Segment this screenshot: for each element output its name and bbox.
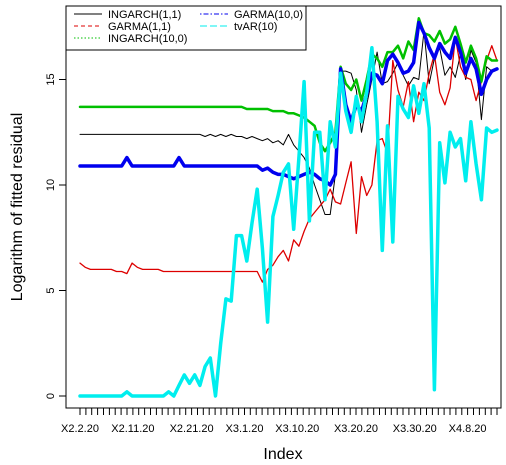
legend-box	[65, 5, 307, 51]
x-tick-label: X2.11.20	[111, 423, 154, 435]
x-axis: X2.2.20 X2.11.20 X2.21.20 X3.1.20 X3.10.20 X3…	[61, 408, 498, 435]
x-axis-title: Index	[263, 446, 302, 463]
x-tick-label: X4.8.20	[449, 423, 487, 435]
legend-label: GARMA(10,0)	[234, 9, 303, 21]
legend: INGARCH(1,1)GARMA(1,1)INGARCH(10,0) GARMA…	[65, 5, 307, 51]
series-layer	[78, 17, 499, 398]
legend-label: INGARCH(1,1)	[108, 9, 181, 21]
series-line-ingarch-10-0	[78, 17, 499, 153]
y-tick-label: 10	[45, 179, 57, 191]
y-tick-label: 5	[45, 287, 57, 293]
legend-label: GARMA(1,1)	[108, 21, 171, 33]
x-tick-label: X2.2.20	[61, 423, 99, 435]
y-axis-title: Logarithm of fitted residual	[9, 113, 26, 302]
x-tick-label: X2.21.20	[170, 423, 214, 435]
legend-label: tvAR(10)	[234, 21, 277, 33]
y-axis: 0 5 10 15	[45, 73, 66, 399]
series-line-garma-1-1	[79, 36, 498, 283]
series-line-ingarch-1-1	[79, 30, 498, 215]
y-tick-label: 15	[45, 73, 57, 85]
series-line-tvar-10	[78, 46, 499, 398]
x-tick-label: X3.30.20	[393, 423, 437, 435]
legend-label: INGARCH(10,0)	[108, 33, 187, 45]
y-tick-label: 0	[45, 393, 57, 399]
x-tick-label: X3.10.20	[275, 423, 319, 435]
x-tick-label: X3.20.20	[334, 423, 378, 435]
x-tick-label: X3.1.20	[226, 423, 264, 435]
